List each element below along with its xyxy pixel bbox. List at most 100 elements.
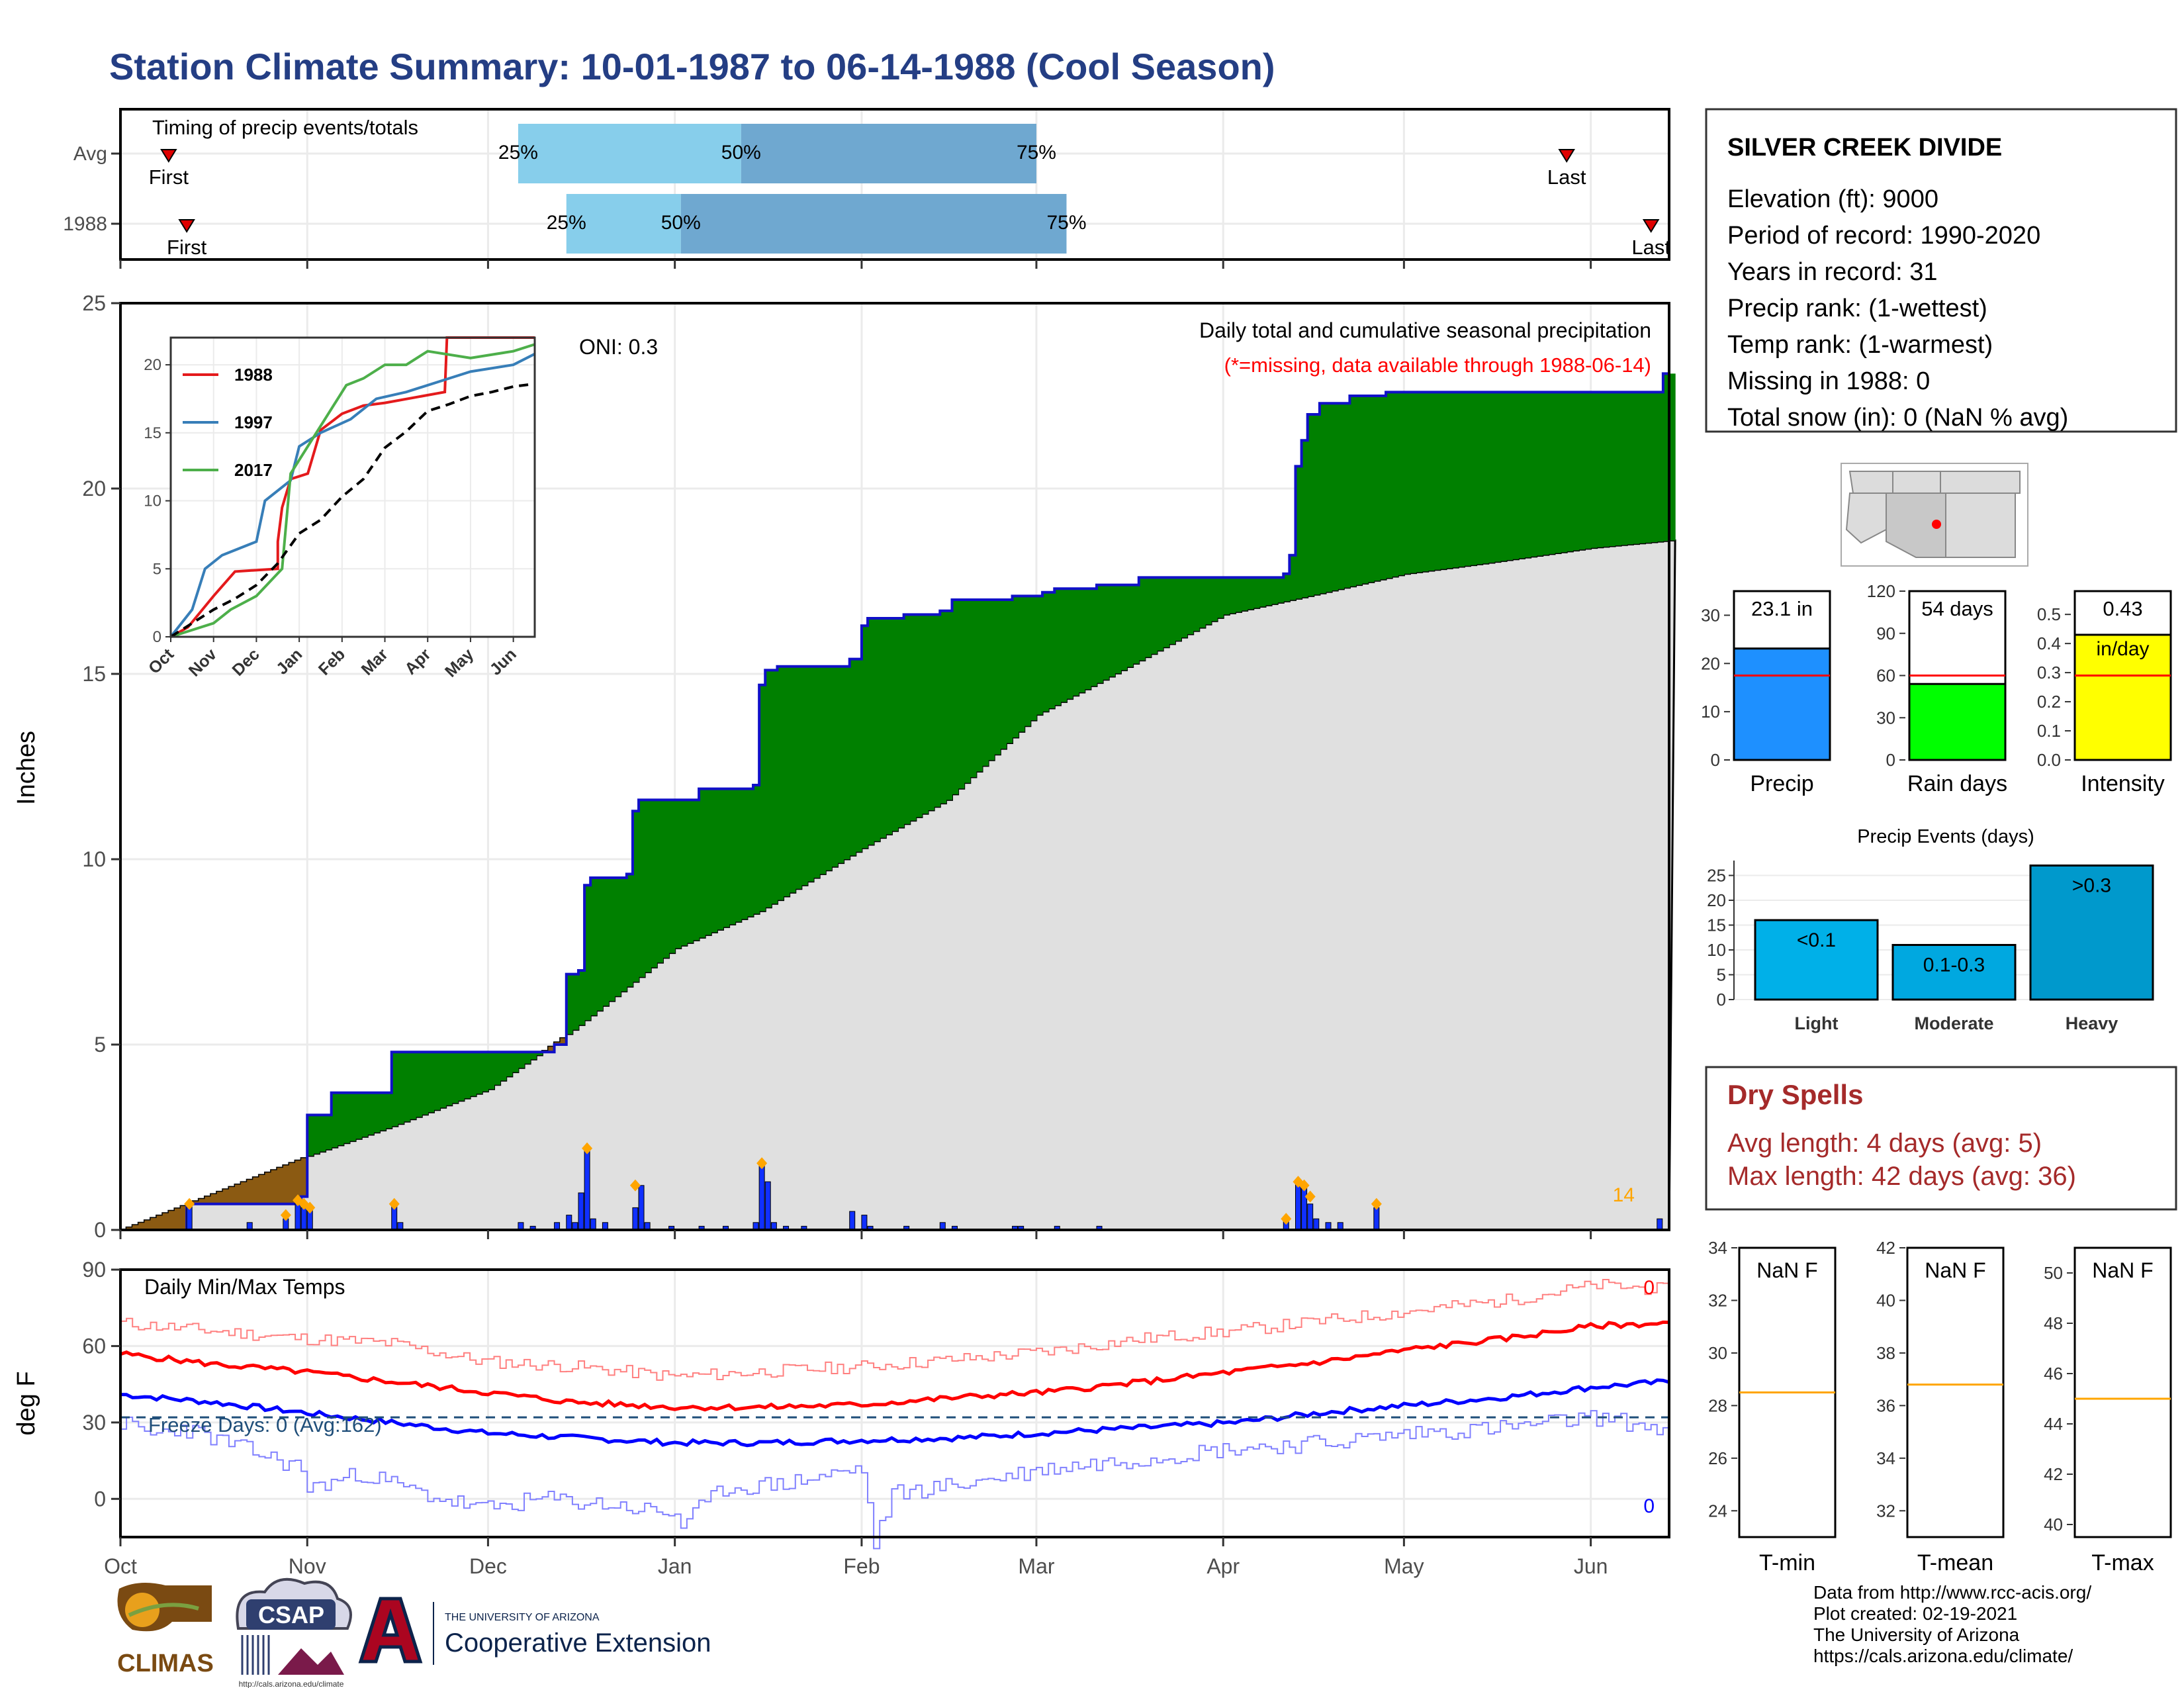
rank-category-label: T-max (2091, 1550, 2154, 1575)
total-category-label: Intensity (2081, 771, 2165, 796)
timing-title: Timing of precip events/totals (152, 116, 418, 139)
total-value-label: 0.43 (2103, 597, 2142, 620)
quartile-bar-25-50 (566, 194, 681, 254)
y-tick-label: 10 (144, 492, 161, 510)
y-tick-label: 20 (82, 477, 106, 500)
timing-panel: 25% 50% 75% First Last Avg 25% 50% 75% First Last 1… (63, 108, 1670, 269)
dry-spells-avg: Avg length: 4 days (avg: 5) (1727, 1129, 2042, 1158)
x-tick-label: Jan (658, 1554, 692, 1578)
y-tick-label: 90 (82, 1258, 106, 1282)
y-tick-label: 20 (1701, 653, 1720, 673)
record-min-line (120, 1410, 1670, 1550)
x-tick-label: Dec (469, 1554, 507, 1578)
event-category-label: Light (1795, 1013, 1839, 1033)
quartile-label: 50% (661, 212, 701, 234)
daily-precip-bar (578, 1192, 584, 1231)
quartile-label: 75% (1046, 212, 1086, 234)
y-tick-label: 24 (1708, 1501, 1727, 1521)
dry-spells-box: Dry Spells Avg length: 4 days (avg: 5) Max… (1705, 1066, 2177, 1211)
y-tick-label: 20 (144, 356, 161, 374)
precip-events-chart: Precip Events (days) <0.1 Light 0.1-0.3 Mode… (1707, 826, 2154, 1033)
heavy-event-marker (1371, 1197, 1382, 1210)
daily-precip-bar (1657, 1218, 1663, 1231)
rank-category-label: T-min (1759, 1550, 1815, 1575)
x-tick-label: Nov (289, 1554, 326, 1578)
csap-label-bg (246, 1599, 336, 1630)
y-tick-label: 48 (2044, 1313, 2063, 1333)
legend-label: 1988 (234, 365, 273, 385)
temp-frame (119, 1268, 1670, 1538)
y-tick-label: 5 (1717, 965, 1726, 985)
y-tick-label: 10 (1701, 702, 1720, 722)
station-info-line: Precip rank: (1-wettest) (1727, 295, 1987, 322)
last-label: Last (1547, 165, 1586, 189)
heavy-event-marker (184, 1197, 195, 1210)
total-value-label: 23.1 in (1751, 597, 1813, 620)
heavy-event-marker (756, 1157, 768, 1170)
y-tick-label: 46 (2044, 1364, 2063, 1383)
heavy-event-marker (1281, 1213, 1292, 1225)
station-info-line: Missing in 1988: 0 (1727, 367, 1930, 395)
csap-mountain (278, 1648, 344, 1675)
rank-bar-frame (1906, 1246, 2005, 1538)
average-min-line (120, 1378, 1670, 1448)
y-tick-label: 34 (1876, 1448, 1895, 1468)
credit-line: Data from http://www.rcc-acis.org/ (1813, 1582, 2092, 1603)
rank-value-label: NaN F (2092, 1258, 2153, 1282)
heavy-event-marker (304, 1201, 316, 1214)
heavy-event-marker (388, 1197, 400, 1210)
station-info-line: Total snow (in): 0 (NaN % avg) (1727, 404, 2068, 432)
precip-frame (119, 302, 1670, 1231)
daily-precip-bar (758, 1162, 765, 1231)
y-tick-label: 38 (1876, 1343, 1895, 1363)
quartile-bar-50-75 (680, 194, 1067, 254)
y-tick-label: 10 (82, 847, 106, 871)
heavy-event-marker (629, 1179, 641, 1192)
station-name: SILVER CREEK DIVIDE (1727, 134, 2002, 162)
y-tick-label: 0.3 (2037, 663, 2061, 682)
event-bar-label: <0.1 (1797, 929, 1836, 951)
station-info-line: Elevation (ft): 9000 (1727, 185, 1938, 213)
event-bar (1891, 944, 2017, 1001)
y-tick-label: 32 (1708, 1290, 1727, 1310)
quartile-bar-25-50 (518, 124, 741, 183)
credit-line: Plot created: 02-19-2021 (1813, 1603, 2018, 1624)
y-axis-label: deg F (13, 1371, 40, 1435)
heavy-event-marker (1298, 1179, 1310, 1192)
y-tick-label: 0.2 (2037, 692, 2061, 712)
event-bar (1754, 919, 1879, 1001)
csap-logo-text: CSAP (258, 1601, 324, 1628)
above-average-area (120, 373, 1676, 1230)
quartile-label: 50% (721, 142, 761, 164)
heavy-event-marker (582, 1142, 593, 1154)
x-tick-label: May (1384, 1554, 1424, 1578)
total-bar (1733, 647, 1831, 761)
map-region (1892, 471, 1941, 494)
cumulative-1988-line (120, 372, 1669, 1231)
y-tick-label: 120 (1867, 581, 1895, 601)
y-tick-label: 36 (1876, 1395, 1895, 1415)
total-bar (2073, 633, 2172, 761)
ua-small-text: THE UNIVERSITY OF ARIZONA (445, 1612, 600, 1623)
station-info-line: Years in record: 31 (1727, 258, 1938, 286)
map-region (1848, 471, 1893, 494)
daily-precip-bar (638, 1185, 645, 1231)
average-max-line (120, 1320, 1670, 1412)
oni-annotation: ONI: 0.3 (579, 335, 658, 359)
y-tick-label: 15 (144, 424, 161, 442)
y-tick-label: 40 (2044, 1515, 2063, 1534)
y-tick-label: 44 (2044, 1414, 2063, 1434)
event-bar-label: >0.3 (2072, 875, 2111, 897)
y-tick-label: 42 (2044, 1464, 2063, 1484)
climas-logo-text: CLIMAS (117, 1650, 214, 1677)
record-low-count: 0 (1643, 1495, 1655, 1517)
map-region-arizona (1886, 492, 1946, 558)
y-tick-label: 0.4 (2037, 633, 2061, 653)
y-tick-label: 32 (1876, 1501, 1895, 1521)
total-value-label: 54 days (1921, 597, 1993, 620)
events-title: Precip Events (days) (1857, 826, 2034, 847)
record-count: 14 (1613, 1184, 1635, 1206)
dry-spells-frame (1705, 1066, 2177, 1211)
locator-map (1841, 463, 2028, 567)
total-bar (1908, 682, 2007, 761)
